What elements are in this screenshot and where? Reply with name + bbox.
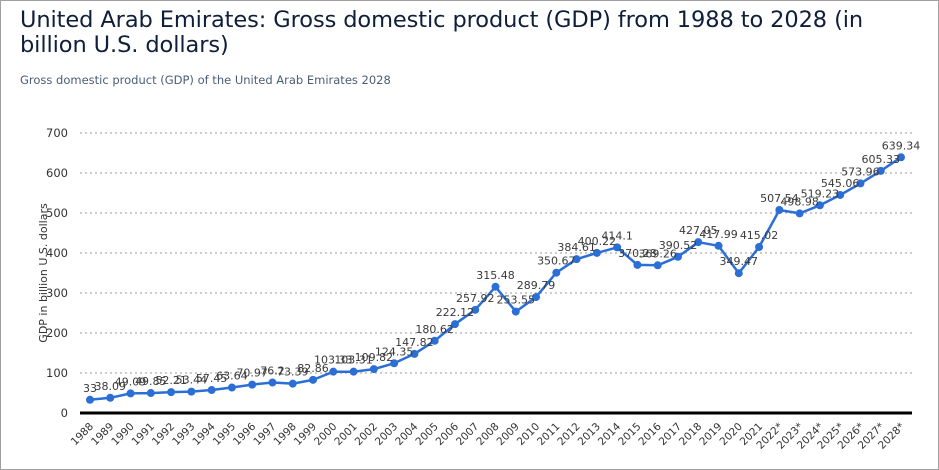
data-label: 573.96 bbox=[841, 165, 880, 178]
data-label: 370.28 bbox=[618, 247, 657, 260]
y-axis-ticks: 0 100 200 300 400 500 600 700 bbox=[46, 126, 68, 420]
data-label: 63.64 bbox=[216, 370, 248, 383]
data-point[interactable] bbox=[207, 386, 216, 395]
y-tick-label: 600 bbox=[46, 166, 68, 180]
data-label: 498.98 bbox=[780, 195, 819, 208]
data-point[interactable] bbox=[167, 388, 176, 397]
data-label: 427.05 bbox=[679, 224, 718, 237]
data-point[interactable] bbox=[633, 260, 642, 269]
y-tick-label: 300 bbox=[46, 286, 68, 300]
data-point[interactable] bbox=[329, 367, 338, 376]
y-tick-label: 400 bbox=[46, 246, 68, 260]
data-label: 103.33 bbox=[314, 354, 353, 367]
data-label: 350.67 bbox=[537, 255, 576, 268]
data-label: 349.47 bbox=[720, 255, 759, 268]
data-point[interactable] bbox=[572, 255, 581, 264]
data-label: 57.45 bbox=[196, 372, 228, 385]
data-label: 519.23 bbox=[801, 187, 840, 200]
data-label: 147.82 bbox=[395, 336, 434, 349]
data-point[interactable] bbox=[369, 365, 378, 374]
data-label: 180.62 bbox=[415, 323, 454, 336]
data-point[interactable] bbox=[268, 378, 277, 387]
data-label: 390.52 bbox=[659, 239, 698, 252]
data-point[interactable] bbox=[734, 269, 743, 278]
data-point[interactable] bbox=[876, 166, 885, 175]
data-labels: 3338.0949.0949.8552.2153.4457.4563.6470.… bbox=[83, 139, 920, 395]
data-label: 369.26 bbox=[638, 247, 677, 260]
chart-subtitle: Gross domestic product (GDP) of the Unit… bbox=[20, 73, 391, 87]
data-point[interactable] bbox=[106, 393, 115, 402]
data-point[interactable] bbox=[288, 379, 297, 388]
data-point[interactable] bbox=[795, 209, 804, 218]
data-label: 73.39 bbox=[277, 366, 309, 379]
data-label: 507.54 bbox=[760, 192, 799, 205]
data-label: 605.33 bbox=[861, 153, 900, 166]
data-point[interactable] bbox=[471, 305, 480, 314]
data-label: 76.2 bbox=[260, 365, 285, 378]
y-tick-label: 200 bbox=[46, 326, 68, 340]
x-axis-ticks: 1988198919901991199219931994199519961997… bbox=[69, 420, 907, 451]
gridlines bbox=[80, 132, 912, 374]
data-label: 289.79 bbox=[517, 279, 556, 292]
data-point[interactable] bbox=[248, 380, 257, 389]
data-point[interactable] bbox=[187, 387, 196, 396]
data-point[interactable] bbox=[491, 282, 500, 291]
data-label: 384.61 bbox=[557, 241, 596, 254]
data-point[interactable] bbox=[349, 367, 358, 376]
data-label: 53.44 bbox=[176, 374, 208, 387]
data-point[interactable] bbox=[755, 242, 764, 251]
data-point[interactable] bbox=[552, 268, 561, 277]
data-point[interactable] bbox=[86, 395, 94, 404]
data-label: 49.09 bbox=[115, 375, 147, 388]
data-point[interactable] bbox=[714, 241, 723, 250]
data-label: 639.34 bbox=[882, 139, 921, 152]
data-label: 109.82 bbox=[355, 351, 394, 364]
data-label: 70.97 bbox=[236, 367, 268, 380]
y-tick-label: 0 bbox=[61, 406, 68, 420]
y-tick-label: 100 bbox=[46, 366, 68, 380]
data-point[interactable] bbox=[450, 320, 459, 329]
y-axis-label: GDP in billion U.S. dollars bbox=[37, 203, 50, 343]
data-point[interactable] bbox=[146, 389, 155, 398]
data-label: 222.12 bbox=[436, 306, 475, 319]
data-point[interactable] bbox=[897, 153, 905, 162]
data-label: 414.1 bbox=[601, 229, 633, 242]
data-label: 33 bbox=[83, 382, 97, 395]
data-label: 103.31 bbox=[334, 354, 373, 367]
data-label: 49.85 bbox=[135, 375, 167, 388]
y-tick-label: 500 bbox=[46, 206, 68, 220]
data-label: 124.35 bbox=[375, 345, 414, 358]
data-point[interactable] bbox=[410, 349, 419, 358]
data-point[interactable] bbox=[836, 190, 845, 199]
data-label: 400.22 bbox=[578, 235, 617, 248]
data-label: 315.48 bbox=[476, 269, 515, 282]
data-label: 545.06 bbox=[821, 177, 860, 190]
data-point[interactable] bbox=[653, 261, 662, 270]
data-point[interactable] bbox=[815, 201, 824, 210]
data-points bbox=[86, 153, 905, 404]
data-label: 417.99 bbox=[699, 228, 738, 241]
data-point[interactable] bbox=[532, 293, 541, 302]
data-label: 415.02 bbox=[740, 229, 779, 242]
data-point[interactable] bbox=[694, 238, 703, 247]
data-point[interactable] bbox=[592, 248, 601, 257]
y-tick-label: 700 bbox=[46, 126, 68, 140]
data-point[interactable] bbox=[390, 359, 399, 368]
data-label: 52.21 bbox=[155, 374, 187, 387]
data-label: 38.09 bbox=[95, 380, 127, 393]
data-point[interactable] bbox=[856, 179, 865, 188]
data-point[interactable] bbox=[613, 243, 622, 252]
data-point[interactable] bbox=[309, 375, 318, 384]
data-point[interactable] bbox=[430, 336, 439, 345]
data-label: 257.92 bbox=[456, 292, 495, 305]
chart-title: United Arab Emirates: Gross domestic pro… bbox=[20, 7, 864, 58]
data-label: 253.55 bbox=[497, 294, 536, 307]
data-point[interactable] bbox=[227, 383, 236, 392]
data-point[interactable] bbox=[126, 389, 135, 398]
data-point[interactable] bbox=[511, 307, 520, 316]
data-point[interactable] bbox=[673, 252, 682, 261]
data-label: 82.86 bbox=[297, 362, 329, 375]
data-point[interactable] bbox=[775, 205, 784, 214]
